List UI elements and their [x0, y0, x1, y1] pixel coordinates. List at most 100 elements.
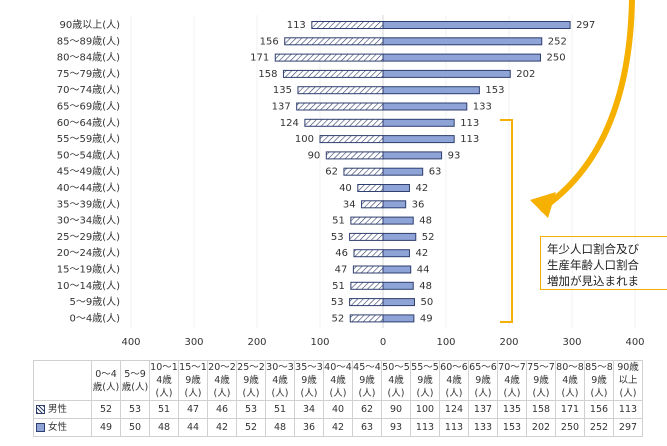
- table-cell: 47: [178, 400, 208, 419]
- legend-entry: 女性: [33, 418, 92, 437]
- data-label: 52: [422, 232, 435, 243]
- table-cell: 48: [149, 418, 179, 437]
- bar: [361, 200, 384, 209]
- table-header: 25〜29歳(人): [236, 360, 266, 401]
- table-cell: 62: [352, 400, 382, 419]
- data-table: 0〜4歳(人) 5〜9歳(人) 10〜14歳(人) 15〜19歳(人) 20〜24歳(人…: [33, 360, 643, 437]
- annotation-line: 年少人口割合及び: [547, 242, 639, 256]
- table-cell: 133: [468, 418, 498, 437]
- x-tick-label: 100: [436, 337, 455, 348]
- data-label: 44: [417, 265, 430, 276]
- table-header: 85〜89歳(人): [584, 360, 614, 401]
- table-header: 60〜64歳(人): [439, 360, 469, 401]
- data-label: 48: [419, 281, 432, 292]
- table-cell: 49: [91, 418, 121, 437]
- y-tick-label: 10〜14歳(人): [57, 280, 120, 292]
- bar: [282, 69, 384, 78]
- bar: [382, 21, 571, 29]
- table-cell: 100: [410, 400, 440, 419]
- data-label: 113: [460, 118, 479, 129]
- y-tick-label: 85〜89歳(人): [57, 35, 120, 47]
- table-cell: 156: [584, 400, 614, 419]
- bar: [382, 151, 443, 160]
- data-label: 153: [485, 85, 504, 96]
- table-cell: 42: [323, 418, 353, 437]
- data-label: 47: [335, 265, 348, 276]
- table-cell: 53: [236, 400, 266, 419]
- legend-swatch: [36, 423, 45, 432]
- x-tick-label: 400: [121, 337, 140, 348]
- y-tick-label: 60〜64歳(人): [57, 117, 120, 129]
- table-header: 55〜59歳(人): [410, 360, 440, 401]
- table-cell: 113: [613, 400, 643, 419]
- data-label: 113: [287, 20, 306, 31]
- x-tick-label: 200: [247, 337, 266, 348]
- bar: [382, 118, 455, 127]
- x-tick-label: 400: [625, 337, 644, 348]
- table-cell: 158: [526, 400, 556, 419]
- y-tick-label: 50〜54歳(人): [57, 149, 120, 161]
- annotation-box: 年少人口割合及び 生産年齢人口割合 増加が見込まれま: [540, 236, 667, 290]
- bar: [319, 135, 384, 144]
- data-label: 250: [547, 53, 566, 64]
- bar: [382, 37, 543, 46]
- table-cell: 113: [410, 418, 440, 437]
- bar: [353, 249, 384, 258]
- y-tick-label: 75〜79歳(人): [57, 68, 120, 80]
- y-tick-label: 55〜59歳(人): [57, 133, 120, 145]
- table-cell: 42: [207, 418, 237, 437]
- data-label: 156: [260, 36, 279, 47]
- table-cell: 50: [120, 418, 150, 437]
- bar: [352, 265, 384, 274]
- table-cell: 90: [381, 400, 411, 419]
- table-header: 20〜24歳(人): [207, 360, 237, 401]
- data-label: 297: [576, 20, 595, 31]
- x-tick-label: 0: [380, 337, 386, 348]
- data-label: 40: [339, 183, 352, 194]
- bar: [382, 86, 480, 95]
- table-header: 10〜14歳(人): [149, 360, 179, 401]
- data-label: 52: [332, 313, 345, 324]
- bar: [296, 102, 384, 111]
- table-cell: 40: [323, 400, 353, 419]
- data-label: 202: [516, 69, 535, 80]
- bar: [350, 281, 384, 290]
- y-tick-label: 45〜49歳(人): [57, 166, 120, 178]
- bar: [382, 314, 415, 323]
- table-header: 35〜39歳(人): [294, 360, 324, 401]
- arrow-head: [530, 192, 556, 218]
- table-cell: 51: [149, 400, 179, 419]
- bar: [274, 53, 384, 62]
- bar: [382, 102, 468, 111]
- table-cell: 137: [468, 400, 498, 419]
- table-corner: [33, 360, 92, 401]
- table-cell: 153: [497, 418, 527, 437]
- y-tick-label: 90歳以上(人): [59, 19, 120, 31]
- table-header: 90歳以上(人): [613, 360, 643, 401]
- y-tick-label: 40〜44歳(人): [57, 182, 120, 194]
- legend-label: 男性: [48, 404, 68, 415]
- table-header-row: 0〜4歳(人) 5〜9歳(人) 10〜14歳(人) 15〜19歳(人) 20〜24歳(人…: [33, 360, 643, 401]
- data-label: 34: [343, 199, 356, 210]
- table-cell: 34: [294, 400, 324, 419]
- data-label: 63: [429, 167, 442, 178]
- bar: [382, 298, 415, 307]
- table-row: 男性 52 53 51 47 46 53 51 34 40 62 90 100 124 137 135 158 1…: [33, 400, 643, 419]
- table-header: 0〜4歳(人): [91, 360, 121, 401]
- y-tick-label: 0〜4歳(人): [69, 312, 120, 324]
- table-header: 45〜49歳(人): [352, 360, 382, 401]
- bar: [382, 232, 417, 241]
- table-cell: 52: [236, 418, 266, 437]
- table-cell: 51: [265, 400, 295, 419]
- y-tick-label: 20〜24歳(人): [57, 247, 120, 259]
- bar: [297, 86, 384, 95]
- y-tick-label: 80〜84歳(人): [57, 52, 120, 64]
- table-cell: 52: [91, 400, 121, 419]
- bar: [349, 298, 384, 307]
- bar: [349, 232, 384, 241]
- bar: [382, 53, 541, 62]
- data-label: 93: [448, 150, 461, 161]
- bar: [382, 135, 455, 144]
